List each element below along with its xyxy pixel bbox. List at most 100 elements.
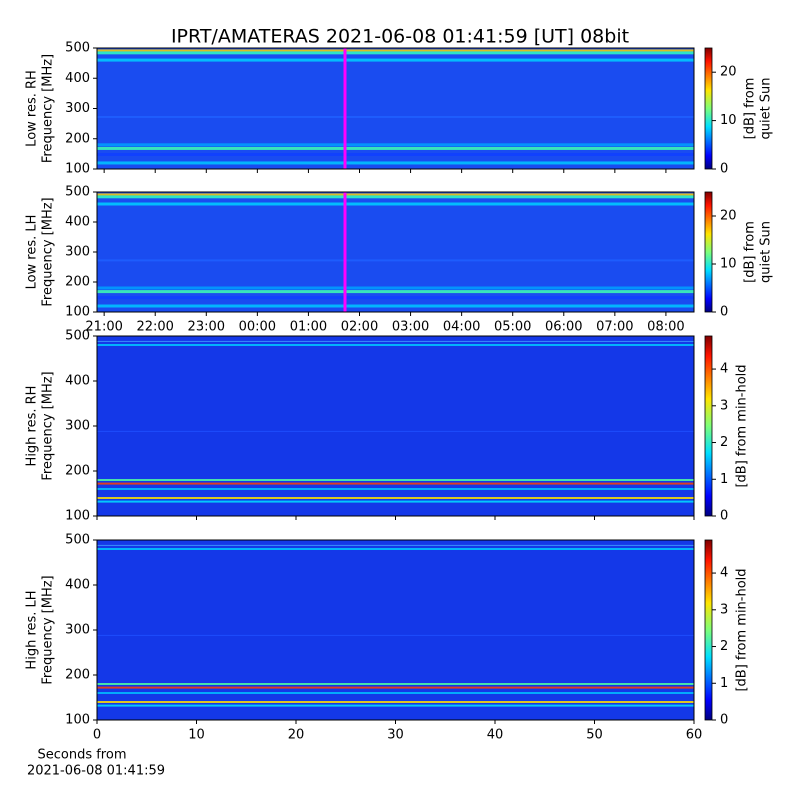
emission-band [97,259,694,262]
y-axis-label: High res. LH [25,590,40,669]
y-tick-label: 500 [65,41,90,56]
x-tick-label: 21:00 [85,320,122,335]
spectrogram [97,192,694,312]
colorbar [704,47,713,170]
emission-band [97,497,694,499]
colorbar-label: [dB] from [743,78,758,140]
emission-band [97,51,694,55]
y-tick-label: 500 [65,329,90,344]
colorbar-tick-label: 10 [720,113,737,128]
colorbar-tick-label: 3 [720,602,728,617]
y-tick-label: 400 [65,71,90,86]
spectrogram [97,48,694,169]
x-tick-label: 07:00 [596,320,633,335]
emission-band [97,430,694,432]
x-tick-label: 22:00 [136,320,173,335]
emission-band [97,344,694,346]
emission-band [97,544,694,546]
emission-band [97,500,694,503]
emission-band [97,290,694,294]
colorbar-tick-label: 3 [720,398,728,413]
y-axis-label: Frequency [MHz] [41,575,56,684]
x-tick-label: 05:00 [494,320,531,335]
y-axis-label: Frequency [MHz] [41,371,56,480]
colorbar-label: [dB] from min-hold [735,364,750,487]
y-tick-label: 200 [65,275,90,290]
y-tick-label: 100 [65,305,90,320]
x-tick-label: 00:00 [239,320,276,335]
emission-band [97,296,694,300]
x-tick-label: 03:00 [392,320,429,335]
emission-band [97,704,694,707]
y-tick-label: 300 [65,623,90,638]
x-tick-label: 23:00 [188,320,225,335]
colorbar-tick-label: 20 [720,65,737,80]
x-tick-label: 06:00 [545,320,582,335]
y-tick-label: 300 [65,101,90,116]
colorbar-tick-label: 1 [720,472,728,487]
emission-band [97,286,694,290]
x-tick-label: 10 [188,728,205,743]
y-tick-label: 300 [65,419,90,434]
y-tick-label: 500 [65,533,90,548]
x-tick-label: 0 [93,728,101,743]
x-tick-label: 02:00 [341,320,378,335]
colorbar-tick-label: 20 [720,209,737,224]
y-axis-label: Frequency [MHz] [41,54,56,163]
emission-band [97,634,694,636]
emission-band [97,152,694,156]
y-axis-label: Low res. RH [25,70,40,147]
colorbar-tick-label: 0 [720,162,728,177]
x-tick-label: 60 [686,728,703,743]
y-tick-label: 100 [65,713,90,728]
emission-band [97,195,694,199]
y-axis-label: Low res. LH [25,215,40,290]
colorbar [704,335,713,517]
emission-band [97,202,694,206]
x-tick-label: 04:00 [443,320,480,335]
title: IPRT/AMATERAS 2021-06-08 01:41:59 [UT] 0… [171,26,629,48]
y-tick-label: 400 [65,215,90,230]
y-tick-label: 400 [65,578,90,593]
colorbar-tick-label: 0 [720,305,728,320]
y-tick-label: 500 [65,185,90,200]
emission-band [97,479,694,481]
colorbar-tick-label: 0 [720,509,728,524]
emission-band [97,115,694,118]
spectrogram [97,336,694,516]
emission-band [97,701,694,703]
colorbar-label: [dB] from [743,221,758,283]
emission-band [97,692,694,694]
x-axis-label: 2021-06-08 01:41:59 [27,764,165,779]
colorbar-tick-label: 0 [720,713,728,728]
y-tick-label: 200 [65,464,90,479]
colorbar [704,539,713,721]
colorbar-tick-label: 1 [720,676,728,691]
emission-band [97,58,694,62]
emission-band [97,49,694,52]
colorbar-label: quiet Sun [759,221,774,283]
emission-band [97,683,694,685]
emission-band [97,161,694,165]
colorbar-tick-label: 4 [720,362,728,377]
x-tick-label: 40 [487,728,504,743]
y-tick-label: 200 [65,668,90,683]
y-axis-label: Frequency [MHz] [41,197,56,306]
colorbar-tick-label: 2 [720,435,728,450]
colorbar-label: quiet Sun [759,77,774,139]
emission-band [97,488,694,490]
emission-band [97,340,694,342]
emission-band [97,143,694,147]
colorbar-tick-label: 10 [720,257,737,272]
x-tick-label: 30 [387,728,404,743]
y-tick-label: 400 [65,374,90,389]
x-tick-label: 01:00 [290,320,327,335]
spectrogram [97,540,694,720]
x-tick-label: 20 [288,728,305,743]
x-tick-label: 50 [586,728,603,743]
y-tick-label: 300 [65,245,90,260]
x-tick-label: 08:00 [647,320,684,335]
y-tick-label: 100 [65,509,90,524]
y-tick-label: 200 [65,131,90,146]
